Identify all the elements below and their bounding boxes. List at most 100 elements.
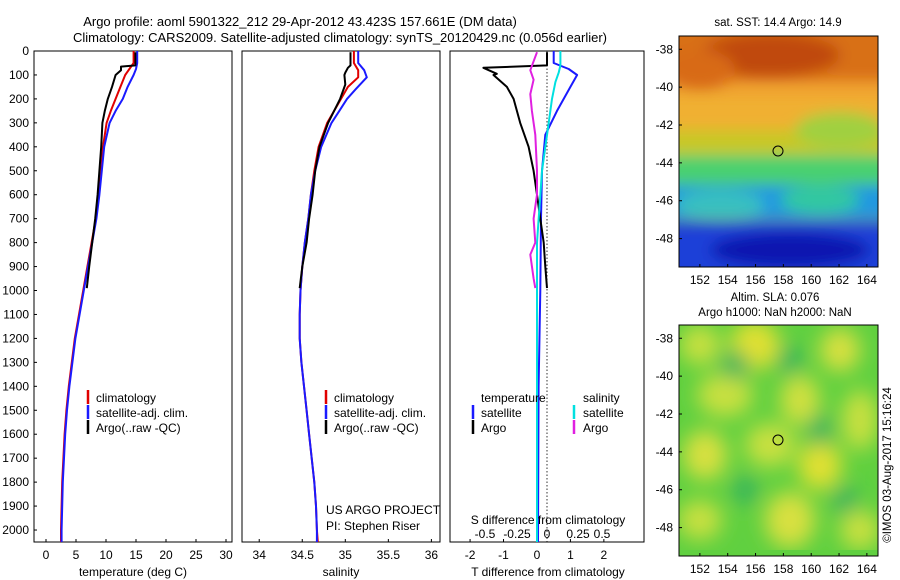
imos-credit: ©IMOS 03-Aug-2017 15:16:24	[882, 387, 894, 543]
sla-low	[833, 486, 857, 514]
map-lon-label: 164	[857, 273, 877, 287]
sst-front-east	[795, 112, 878, 148]
x-tick-label: 0	[534, 548, 541, 562]
map-lat-label: -42	[656, 407, 674, 421]
x-tick-label: 10	[99, 548, 113, 562]
s-difference-label: S difference from climatology	[471, 513, 626, 527]
sst-warm-core	[700, 36, 840, 77]
legend-temperature-heading: temperature	[481, 391, 546, 405]
t-difference-xlabel: T difference from climatology	[471, 565, 625, 579]
sla-map-title-line2: Argo h1000: NaN h2000: NaN	[698, 307, 851, 319]
x-tick-label: 5	[73, 548, 80, 562]
depth-tick-label: 400	[9, 140, 29, 154]
map-lon-label: 152	[690, 273, 710, 287]
sst-map-title: sat. SST: 14.4 Argo: 14.9	[714, 17, 841, 29]
legend-climatology-label: climatology	[96, 391, 156, 405]
sla-low	[808, 414, 832, 446]
depth-tick-label: 900	[9, 260, 29, 274]
legend-argo-label: Argo(..raw -QC)	[334, 421, 419, 435]
sla-blob	[697, 373, 753, 417]
argo-location-marker	[772, 434, 784, 446]
sla-map-title-line1: Altim. SLA: 0.076	[731, 292, 820, 304]
map-lon-label: 162	[829, 562, 849, 576]
temperature-panel: 0100200300400500600700800900100011001200…	[2, 44, 233, 579]
sla-map-frame	[678, 324, 879, 557]
sla-blob	[840, 510, 878, 550]
x-tick-label: 34.5	[291, 548, 315, 562]
salinity-x-axis: 34 34.5 35 35.5 36	[253, 539, 438, 562]
sst-cold-core	[710, 232, 870, 267]
map-lon-label: 160	[801, 562, 821, 576]
legend-argo-label: Argo(..raw -QC)	[96, 421, 181, 435]
map-lon-label: 164	[857, 562, 877, 576]
map-lon-label: 156	[746, 562, 766, 576]
temperature-xlabel: temperature (deg C)	[79, 565, 187, 579]
series-line-temperature-argo	[482, 52, 548, 289]
salinity-lines	[298, 51, 368, 543]
series-line-temperature-satellite	[537, 51, 579, 543]
map-lat-label: -44	[656, 156, 674, 170]
sla-low	[733, 476, 757, 504]
x-tick-label: 34	[253, 548, 267, 562]
map-lat-label: -48	[656, 521, 674, 535]
depth-tick-label: 2000	[2, 523, 29, 537]
sla-low	[778, 346, 802, 374]
legend-climatology-label: climatology	[334, 391, 394, 405]
map-lat-label: -40	[656, 369, 674, 383]
s-tick-label: 0.25	[566, 527, 590, 541]
depth-tick-label: 1600	[2, 427, 29, 441]
map-lon-label: 152	[690, 562, 710, 576]
depth-tick-label: 1800	[2, 475, 29, 489]
depth-tick-label: 800	[9, 236, 29, 250]
map-lon-label: 156	[746, 273, 766, 287]
sla-blob	[798, 440, 842, 490]
project-annotation: US ARGO PROJECT	[326, 503, 441, 517]
depth-tick-label: 1900	[2, 499, 29, 513]
map-lon-label: 154	[718, 273, 738, 287]
x-tick-label: 20	[159, 548, 173, 562]
series-line-argo-raw-qc	[298, 52, 352, 289]
salinity-axes	[241, 50, 441, 543]
figure-title-line1: Argo profile: aoml 5901322_212 29-Apr-20…	[83, 14, 517, 29]
map-lon-label: 158	[773, 273, 793, 287]
sla-map-axes: 152 154 156 158 160 162 164 -38 -40 -42 -44 -46 -48	[656, 331, 878, 576]
pi-annotation: PI: Stephen Riser	[326, 519, 420, 533]
sla-low	[721, 351, 749, 379]
x-tick-label: 2	[601, 548, 608, 562]
depth-tick-label: 1000	[2, 284, 29, 298]
difference-legend: temperature satellite Argo salinity sate…	[471, 391, 624, 435]
x-tick-label: 35.5	[377, 548, 401, 562]
map-lat-label: -40	[656, 80, 674, 94]
sla-blob	[679, 500, 722, 540]
sst-cool-east	[780, 186, 860, 214]
depth-tick-label: 1700	[2, 451, 29, 465]
series-line-salinity-argo	[529, 51, 538, 289]
sst-band-green	[679, 155, 878, 190]
sla-blob	[680, 325, 720, 365]
sla-field-blobs	[679, 325, 878, 550]
sla-blob	[745, 423, 795, 467]
temperature-lines	[60, 51, 139, 542]
map-lat-label: -46	[656, 194, 674, 208]
legend-temp-satellite-label: satellite	[481, 406, 522, 420]
x-tick-label: 30	[219, 548, 233, 562]
map-lat-label: -42	[656, 118, 674, 132]
map-lat-label: -46	[656, 483, 674, 497]
s-tick-label: -0.25	[503, 527, 531, 541]
sla-blob	[780, 375, 820, 425]
legend-sal-argo-label: Argo	[583, 421, 609, 435]
figure-title-line2: Climatology: CARS2009. Satellite-adjuste…	[73, 30, 607, 45]
s-tick-label: 0	[544, 527, 551, 541]
map-lon-label: 158	[773, 562, 793, 576]
sla-field	[679, 325, 878, 556]
depth-tick-label: 1100	[3, 307, 29, 321]
sla-blob	[683, 430, 727, 480]
s-tick-label: -0.5	[475, 527, 496, 541]
depth-tick-label: 100	[9, 68, 29, 82]
depth-tick-label: 1400	[2, 379, 29, 393]
temperature-x-axis: 0 5 10 15 20 25 30	[43, 539, 233, 562]
s-tick-label: 0.5	[594, 527, 611, 541]
salinity-xlabel: salinity	[323, 565, 360, 579]
sst-map: sat. SST: 14.4 Argo: 14.9 152 154 156 158 16…	[656, 17, 879, 287]
x-tick-label: 0	[43, 548, 50, 562]
